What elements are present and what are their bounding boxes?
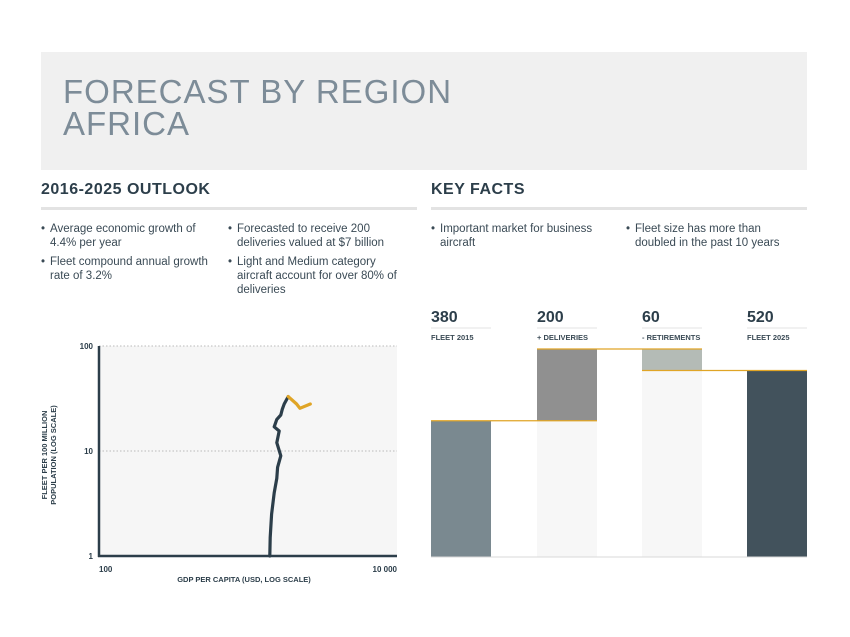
key-facts-list-right: Fleet size has more than doubled in the … xyxy=(626,222,802,255)
outlook-list-right: Forecasted to receive 200 deliveries val… xyxy=(228,222,414,302)
category-label: - RETIREMENTS xyxy=(642,333,700,342)
key-facts-heading: KEY FACTS xyxy=(431,181,525,198)
value-label: 60 xyxy=(642,309,660,326)
y-axis-label-line: POPULATION (LOG SCALE) xyxy=(49,405,58,505)
key-fact-bullet: Fleet size has more than doubled in the … xyxy=(626,222,802,250)
outlook-bullet: Light and Medium category aircraft accou… xyxy=(228,255,414,297)
bar-panel-bg xyxy=(642,349,702,557)
y-tick-label: 1 xyxy=(89,552,94,561)
value-label: 200 xyxy=(537,309,564,326)
waterfall-bar xyxy=(537,349,597,421)
series-line-historical xyxy=(268,395,290,558)
category-label: + DELIVERIES xyxy=(537,333,588,342)
waterfall-bar xyxy=(642,349,702,371)
y-axis-label-line: FLEET PER 100 MILLION xyxy=(40,411,49,500)
line-chart-y-axis-label: FLEET PER 100 MILLIONPOPULATION (LOG SCA… xyxy=(40,405,58,505)
value-label: 520 xyxy=(747,309,774,326)
page-title: FORECAST BY REGION xyxy=(63,73,453,110)
page-subtitle-region: AFRICA xyxy=(63,105,191,142)
outlook-bullet: Average economic growth of 4.4% per year xyxy=(41,222,217,250)
waterfall-bar xyxy=(747,370,807,557)
key-facts-divider xyxy=(431,207,807,210)
y-tick-label: 10 xyxy=(84,447,93,456)
outlook-bullet: Forecasted to receive 200 deliveries val… xyxy=(228,222,414,250)
line-chart-x-axis-label: GDP PER CAPITA (USD, LOG SCALE) xyxy=(177,575,311,584)
waterfall-bar xyxy=(431,420,491,557)
key-facts-list-left: Important market for business aircraft xyxy=(431,222,611,255)
category-label: FLEET 2015 xyxy=(431,333,474,342)
x-tick-label: 100 xyxy=(99,565,113,574)
y-tick-label: 100 xyxy=(80,342,94,351)
x-tick-label: 10 000 xyxy=(373,565,398,574)
title-banner: FORECAST BY REGION AFRICA xyxy=(41,52,807,170)
outlook-list-left: Average economic growth of 4.4% per year… xyxy=(41,222,217,288)
series-line-forecast xyxy=(286,395,312,410)
value-label: 380 xyxy=(431,309,458,326)
outlook-heading: 2016-2025 OUTLOOK xyxy=(41,181,211,198)
key-fact-bullet: Important market for business aircraft xyxy=(431,222,611,250)
outlook-divider xyxy=(41,207,417,210)
category-label: FLEET 2025 xyxy=(747,333,790,342)
outlook-bullet: Fleet compound annual growth rate of 3.2… xyxy=(41,255,217,283)
